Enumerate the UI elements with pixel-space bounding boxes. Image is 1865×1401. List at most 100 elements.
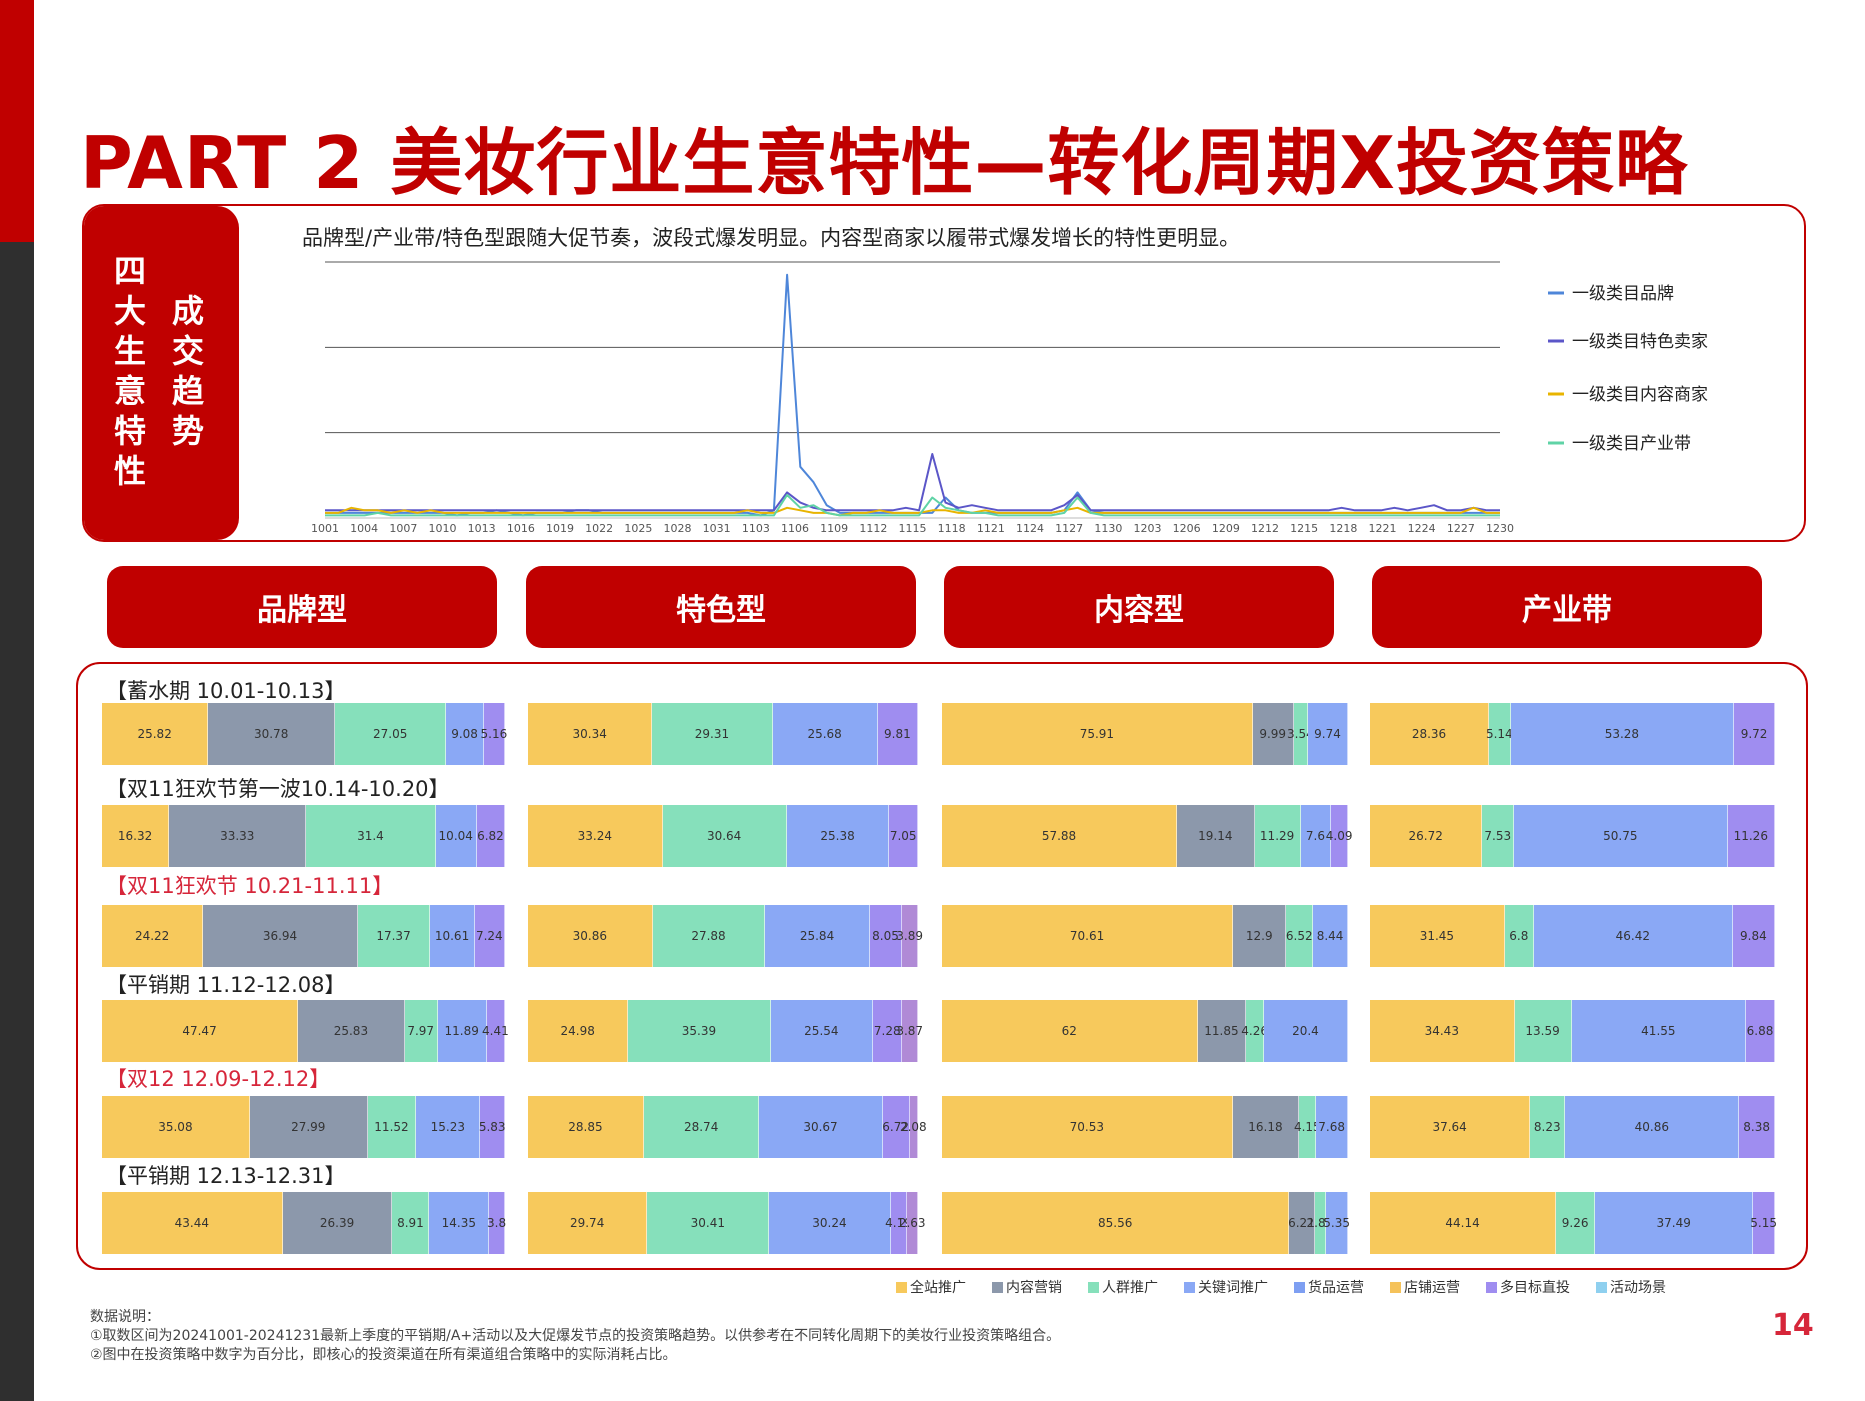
bar-segment: 30.64	[662, 805, 787, 867]
bar-segment: 25.82	[102, 703, 209, 765]
bar-segment: 8.23	[1530, 1096, 1566, 1158]
stacked-bar: 35.08 27.99 11.52 15.23 5.83	[102, 1096, 506, 1158]
x-tick-label: 1004	[350, 522, 378, 535]
x-tick-label: 1115	[899, 522, 927, 535]
channel-legend: 全站推广 内容营销 人群推广 关键词推广 货品运营 店铺运营 多目标直投 活动场景	[896, 1277, 1666, 1297]
x-tick-label: 1127	[1055, 522, 1083, 535]
bar-segment: 4.41	[482, 1000, 509, 1062]
label-four-business-traits: 四大生意特性	[110, 251, 150, 491]
bar-segment: 5.14	[1486, 703, 1513, 765]
x-tick-label: 1010	[429, 522, 457, 535]
bar-segment: 34.43	[1370, 1000, 1515, 1062]
bar-segment: 25.68	[772, 703, 878, 765]
x-tick-label: 1124	[1016, 522, 1044, 535]
x-tick-label: 1227	[1447, 522, 1475, 535]
bar-segment: 5.16	[481, 703, 507, 765]
legend-swatch	[1088, 1281, 1099, 1293]
bar-segment: 17.37	[357, 905, 431, 967]
x-tick-label: 1209	[1212, 522, 1240, 535]
label-char: 势	[171, 412, 204, 450]
bar-segment: 15.23	[416, 1096, 481, 1158]
bar-segment: 3.8	[487, 1192, 506, 1254]
channel-legend-item: 人群推广	[1088, 1277, 1158, 1297]
bar-segment: 30.24	[769, 1192, 891, 1254]
trend-description: 品牌型/产业带/特色型跟随大促节奏，波段式爆发明显。内容型商家以履带式爆发增长的…	[302, 226, 1241, 250]
bar-segment: 24.98	[528, 1000, 629, 1062]
series-line	[325, 453, 1500, 512]
x-tick-label: 1031	[703, 522, 731, 535]
bar-segment: 25.84	[765, 905, 870, 967]
legend-swatch	[992, 1281, 1003, 1293]
x-tick-label: 1203	[1134, 522, 1162, 535]
stacked-bar: 24.98 35.39 25.54 7.28 3.87	[528, 1000, 923, 1062]
stacked-bar: 26.72 7.53 50.75 11.26	[1370, 805, 1775, 867]
legend-entry: 一级类目特色卖家	[1572, 332, 1708, 352]
bar-segment: 75.91	[942, 703, 1253, 765]
stacked-bar: 57.88 19.14 11.29 7.6 4.09	[942, 805, 1353, 867]
x-tick-label: 1109	[820, 522, 848, 535]
bar-segment: 9.99	[1252, 703, 1294, 765]
bar-segment: 35.08	[102, 1096, 250, 1158]
bar-segment: 14.35	[429, 1192, 490, 1254]
bar-segment: 30.67	[759, 1096, 883, 1158]
bar-segment: 41.55	[1571, 1000, 1747, 1062]
legend-label: 内容营销	[1006, 1280, 1062, 1296]
channel-legend-item: 店铺运营	[1390, 1277, 1460, 1297]
x-tick-label: 1019	[546, 522, 574, 535]
label-char: 大	[113, 292, 146, 330]
bar-segment: 4.26	[1241, 1000, 1268, 1062]
bar-segment: 9.81	[877, 703, 918, 765]
trend-line-chart: 1001 1004 1007 1010 1013 1016 1019 1022 1025 1028…	[311, 261, 1708, 535]
legend-label: 活动场景	[1610, 1280, 1666, 1296]
type-header-brand: 品牌型	[107, 566, 497, 648]
legend-swatch	[1596, 1281, 1607, 1293]
x-tick-label: 1221	[1369, 522, 1397, 535]
bar-segment: 30.41	[647, 1192, 770, 1254]
bar-segment: 37.64	[1370, 1096, 1531, 1158]
x-tick-label: 1218	[1329, 522, 1357, 535]
stacked-bar: 24.22 36.94 17.37 10.61 7.24	[102, 905, 505, 967]
bar-segment: 4.09	[1326, 805, 1353, 867]
bar-segment: 31.4	[306, 805, 436, 867]
bar-segment: 16.32	[102, 805, 170, 867]
bar-segment: 2.08	[900, 1096, 927, 1158]
stacked-bar: 33.24 30.64 25.38 7.05	[528, 805, 918, 867]
series-line	[325, 506, 1500, 517]
bar-segment: 19.14	[1176, 805, 1255, 867]
bar-segment: 6.72	[882, 1096, 910, 1158]
stacked-bar: 31.45 6.8 46.42 9.84	[1370, 905, 1775, 967]
bar-segment: 70.53	[942, 1096, 1233, 1158]
legend-swatch	[1390, 1281, 1401, 1293]
bar-segment: 7.97	[404, 1000, 438, 1062]
bar-segment: 30.86	[528, 905, 653, 967]
type-header-featured: 特色型	[526, 566, 916, 648]
stacked-bar: 43.44 26.39 8.91 14.35 3.8	[102, 1192, 506, 1254]
x-tick-label: 1016	[507, 522, 535, 535]
legend-label: 货品运营	[1308, 1280, 1364, 1296]
bar-segment: 28.74	[643, 1096, 760, 1158]
bar-segment: 57.88	[942, 805, 1177, 867]
bar-segment: 50.75	[1514, 805, 1728, 867]
legend-entry: 一级类目内容商家	[1572, 385, 1708, 405]
bar-segment: 27.99	[249, 1096, 368, 1158]
legend-swatch	[1294, 1281, 1305, 1293]
channel-legend-item: 货品运营	[1294, 1277, 1364, 1297]
bar-segment: 11.89	[437, 1000, 487, 1062]
legend-label: 店铺运营	[1404, 1280, 1460, 1296]
bar-segment: 3.87	[896, 1000, 923, 1062]
bar-segment: 8.91	[392, 1192, 430, 1254]
channel-legend-item: 关键词推广	[1184, 1277, 1268, 1297]
bar-segment: 25.83	[298, 1000, 405, 1062]
x-tick-label: 1001	[311, 522, 339, 535]
bar-segment: 47.47	[102, 1000, 299, 1062]
channel-legend-item: 多目标直投	[1486, 1277, 1570, 1297]
bar-segment: 27.05	[335, 703, 447, 765]
bar-segment: 11.29	[1254, 805, 1301, 867]
bar-segment: 2.63	[899, 1192, 926, 1254]
bar-segment: 37.49	[1595, 1192, 1754, 1254]
stacked-bar: 47.47 25.83 7.97 11.89 4.41	[102, 1000, 509, 1062]
channel-legend-item: 内容营销	[992, 1277, 1062, 1297]
x-tick-label: 1112	[859, 522, 887, 535]
bar-segment: 9.08	[446, 703, 484, 765]
bar-segment: 33.24	[528, 805, 663, 867]
